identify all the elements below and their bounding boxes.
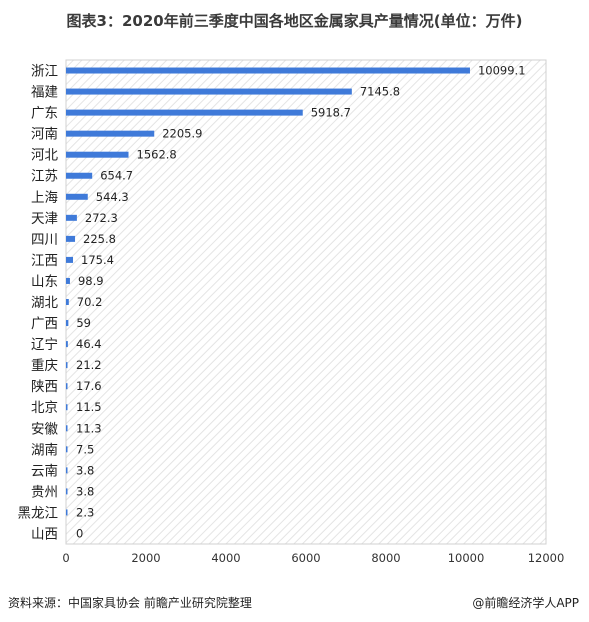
bar <box>66 362 68 369</box>
value-label: 2.3 <box>76 505 94 519</box>
value-label: 11.5 <box>76 400 102 414</box>
category-label: 安徽 <box>31 421 58 437</box>
category-label: 江西 <box>31 253 58 269</box>
bar <box>66 256 74 263</box>
category-label: 福建 <box>31 85 58 101</box>
category-label: 河北 <box>31 148 58 164</box>
brand-credit: @前瞻经济学人APP <box>472 596 579 610</box>
bar <box>66 446 68 453</box>
bar <box>66 341 68 348</box>
value-label: 98.9 <box>78 274 104 288</box>
bar <box>66 235 76 242</box>
value-label: 5918.7 <box>311 106 351 120</box>
category-label: 重庆 <box>31 358 58 374</box>
value-label: 272.3 <box>85 211 118 225</box>
value-label: 17.6 <box>76 379 102 393</box>
value-label: 59 <box>76 316 91 330</box>
category-label: 江苏 <box>31 169 58 185</box>
value-label: 654.7 <box>100 169 133 183</box>
category-label: 广东 <box>31 106 58 122</box>
x-tick-label: 0 <box>62 551 69 565</box>
bar <box>66 109 303 116</box>
value-label: 7.5 <box>76 442 94 456</box>
bar <box>66 488 68 495</box>
bar <box>66 214 77 221</box>
x-tick-label: 12000 <box>528 551 565 565</box>
category-label: 陕西 <box>31 379 58 395</box>
category-label: 四川 <box>31 232 58 248</box>
category-label: 云南 <box>31 463 58 479</box>
bar <box>66 151 129 158</box>
chart-title: 图表3：2020年前三季度中国各地区金属家具产量情况(单位：万件) <box>66 12 523 30</box>
value-label: 10099.1 <box>478 64 526 78</box>
value-label: 0 <box>76 526 83 540</box>
bar <box>66 404 68 411</box>
footer: 资料来源：中国家具协会 前瞻产业研究院整理 @前瞻经济学人APP <box>0 592 589 616</box>
category-label: 河南 <box>31 127 58 143</box>
category-label: 北京 <box>31 400 58 416</box>
category-label: 贵州 <box>31 484 58 500</box>
bar <box>66 509 68 516</box>
x-tick-label: 8000 <box>371 551 400 565</box>
value-label: 544.3 <box>96 190 129 204</box>
category-label: 广西 <box>31 316 58 332</box>
value-label: 1562.8 <box>137 148 177 162</box>
category-label: 上海 <box>31 190 58 206</box>
source-note: 资料来源：中国家具协会 前瞻产业研究院整理 <box>8 596 252 610</box>
bar-chart: 浙江福建广东河南河北江苏上海天津四川江西山东湖北广西辽宁重庆陕西北京安徽湖南云南… <box>18 59 565 565</box>
category-label: 山西 <box>31 526 58 542</box>
bar <box>66 320 69 327</box>
bar <box>66 172 93 179</box>
plot-area <box>65 59 547 545</box>
x-tick-label: 4000 <box>211 551 240 565</box>
value-label: 3.8 <box>76 463 94 477</box>
category-label: 黑龙江 <box>18 505 59 521</box>
value-label: 2205.9 <box>162 127 202 141</box>
bar <box>66 467 68 474</box>
category-label: 湖南 <box>31 442 58 458</box>
value-label: 21.2 <box>76 358 102 372</box>
value-label: 175.4 <box>81 253 114 267</box>
bar <box>66 383 68 390</box>
bar <box>66 277 70 284</box>
x-tick-label: 6000 <box>291 551 320 565</box>
category-label: 湖北 <box>31 295 58 311</box>
bar <box>66 299 69 305</box>
x-tick-label: 2000 <box>131 551 160 565</box>
value-label: 11.3 <box>76 421 102 435</box>
bar <box>66 88 352 95</box>
bar <box>66 67 470 74</box>
value-label: 225.8 <box>83 232 116 246</box>
value-label: 7145.8 <box>360 85 400 99</box>
category-label: 浙江 <box>31 64 58 80</box>
bar <box>66 425 68 432</box>
bar <box>66 193 88 200</box>
category-label: 山东 <box>31 274 58 290</box>
category-label: 辽宁 <box>31 336 58 353</box>
value-label: 70.2 <box>77 295 103 309</box>
value-label: 46.4 <box>76 337 102 351</box>
x-tick-label: 10000 <box>448 551 485 565</box>
category-label: 天津 <box>31 211 58 227</box>
value-label: 3.8 <box>76 484 94 498</box>
bar <box>66 130 155 137</box>
